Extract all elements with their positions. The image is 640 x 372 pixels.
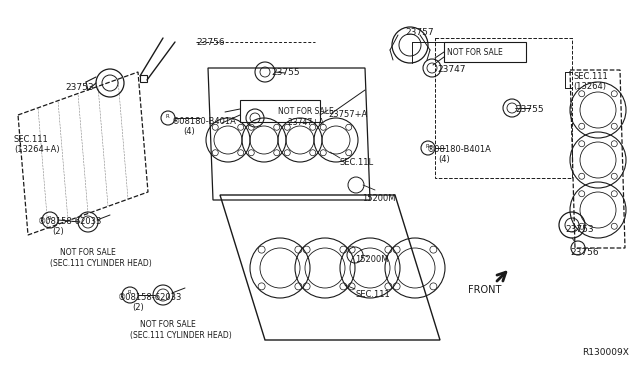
Text: SEC.111: SEC.111 [573, 72, 608, 81]
Text: R: R [165, 113, 169, 119]
Text: R130009X: R130009X [582, 348, 629, 357]
Text: R: R [127, 291, 131, 295]
Text: 23755: 23755 [271, 68, 300, 77]
Text: 23747: 23747 [437, 65, 465, 74]
Text: 15200M: 15200M [355, 255, 388, 264]
Text: 23756: 23756 [196, 38, 225, 47]
Bar [140, 75, 147, 82]
Text: 23757+A: 23757+A [328, 110, 367, 119]
Text: (SEC.111 CYLINDER HEAD): (SEC.111 CYLINDER HEAD) [130, 331, 232, 340]
Text: NOT FOR SALE: NOT FOR SALE [447, 48, 503, 57]
Text: ®08158-62033: ®08158-62033 [38, 217, 102, 226]
Bar [240, 100, 320, 122]
Text: (2): (2) [132, 303, 144, 312]
Text: (SEC.111 CYLINDER HEAD): (SEC.111 CYLINDER HEAD) [50, 259, 152, 268]
Text: SEC.11L: SEC.11L [340, 158, 374, 167]
Text: 23753: 23753 [65, 83, 93, 92]
Text: NOT FOR SALE: NOT FOR SALE [278, 107, 333, 116]
Text: — 23747+A: — 23747+A [278, 118, 324, 127]
Text: ®08180-B401A: ®08180-B401A [427, 145, 492, 154]
Text: FRONT: FRONT [468, 285, 501, 295]
Text: (13264): (13264) [573, 82, 606, 91]
Text: NOT FOR SALE: NOT FOR SALE [140, 320, 196, 329]
Text: 23755: 23755 [515, 105, 543, 114]
Text: SEC.111: SEC.111 [355, 290, 390, 299]
Text: (2): (2) [52, 227, 64, 236]
Text: R: R [47, 215, 51, 221]
Text: R: R [425, 144, 429, 148]
Text: (4): (4) [183, 127, 195, 136]
Bar [444, 42, 526, 62]
Text: NOT FOR SALE: NOT FOR SALE [60, 248, 116, 257]
Text: SEC.111: SEC.111 [14, 135, 49, 144]
Text: 23756: 23756 [570, 248, 598, 257]
Text: ®08158-62033: ®08158-62033 [118, 293, 182, 302]
Text: 15200M: 15200M [362, 194, 396, 203]
Text: 23757: 23757 [405, 28, 434, 37]
Text: (13264+A): (13264+A) [14, 145, 60, 154]
Text: ®08180-B401A: ®08180-B401A [172, 117, 237, 126]
Text: 23753: 23753 [565, 225, 594, 234]
Text: (4): (4) [438, 155, 450, 164]
